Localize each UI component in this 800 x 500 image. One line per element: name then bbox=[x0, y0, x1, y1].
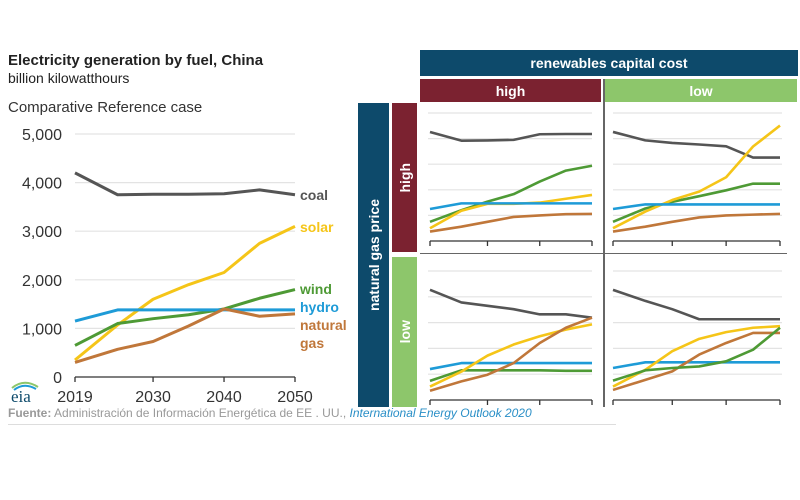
x-tick-label: 2040 bbox=[206, 389, 242, 405]
series-line-coal bbox=[612, 130, 780, 159]
column-low-label: low bbox=[605, 79, 797, 102]
series-line-hydro bbox=[612, 203, 780, 211]
series-label-natural-gas: gas bbox=[300, 335, 324, 351]
y-tick-label: 2,000 bbox=[22, 273, 62, 290]
row-low-label: low bbox=[392, 257, 417, 407]
x-tick-label: 2030 bbox=[135, 389, 171, 405]
series-line-coal bbox=[74, 171, 296, 197]
row-header: natural gas price bbox=[358, 103, 389, 407]
series-label-solar: solar bbox=[300, 219, 334, 235]
y-tick-label: 0 bbox=[53, 370, 62, 387]
chart-subtitle: billion kilowatthours bbox=[8, 70, 130, 86]
main-chart-title: Comparative Reference case bbox=[8, 99, 203, 116]
publication-link: International Energy Outlook 2020 bbox=[349, 406, 532, 420]
series-label-wind: wind bbox=[299, 281, 332, 297]
chart-title: Electricity generation by fuel, China bbox=[8, 52, 264, 69]
series-line-coal bbox=[612, 288, 780, 321]
series-line-natural-gas bbox=[612, 331, 780, 392]
source-text: Administración de Información Energética… bbox=[51, 406, 350, 420]
main-chart: 0 1,000 2,000 3,000 4,000 5,000 2019 2030 2040 20… bbox=[22, 127, 347, 405]
series-line-natural-gas bbox=[429, 212, 593, 233]
row-high-label: high bbox=[392, 103, 417, 252]
y-tick-label: 5,000 bbox=[22, 127, 62, 144]
logo-text: eia bbox=[11, 387, 31, 404]
series-line-hydro bbox=[612, 361, 780, 370]
footer-rule bbox=[8, 424, 616, 425]
source-footer: Fuente: Administración de Información En… bbox=[8, 406, 532, 420]
series-line-hydro bbox=[429, 202, 592, 211]
series-label-coal: coal bbox=[300, 187, 328, 203]
x-tick-label: 2050 bbox=[277, 389, 313, 405]
scenario-panels bbox=[428, 112, 782, 405]
x-tick-label: 2019 bbox=[57, 389, 93, 405]
horizontal-divider bbox=[420, 253, 787, 254]
column-high-label: high bbox=[420, 79, 601, 102]
series-line-wind bbox=[612, 326, 781, 382]
series-line-wind bbox=[74, 288, 296, 347]
series-label-hydro: hydro bbox=[300, 299, 339, 315]
series-line-natural-gas bbox=[612, 212, 781, 233]
series-line-natural-gas bbox=[74, 307, 296, 364]
series-line-natural-gas bbox=[429, 316, 593, 392]
series-line-solar bbox=[612, 124, 781, 230]
series-line-coal bbox=[429, 130, 592, 142]
column-header: renewables capital cost bbox=[420, 50, 798, 76]
series-line-wind bbox=[612, 182, 780, 224]
eia-logo: eia bbox=[8, 378, 42, 406]
series-line-coal bbox=[429, 288, 593, 319]
source-label: Fuente: bbox=[8, 406, 52, 420]
y-tick-label: 1,000 bbox=[22, 321, 62, 338]
series-line-hydro bbox=[74, 308, 295, 323]
series-line-solar bbox=[429, 323, 593, 388]
y-tick-label: 4,000 bbox=[22, 176, 62, 193]
vertical-divider bbox=[603, 79, 605, 407]
y-tick-label: 3,000 bbox=[22, 224, 62, 241]
series-label-natural-gas: natural bbox=[300, 317, 347, 333]
